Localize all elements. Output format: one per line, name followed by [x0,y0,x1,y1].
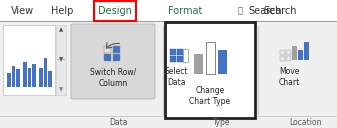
Bar [104,54,111,61]
Text: Search: Search [248,6,282,16]
Bar [39,67,42,87]
Bar [206,42,214,74]
Bar [177,56,183,62]
Text: ▼: ▼ [59,57,63,62]
Text: Search: Search [263,6,297,16]
Bar [304,42,308,60]
Text: Select
Data: Select Data [164,67,188,87]
Bar [177,49,183,55]
Bar [0,116,337,117]
Bar [279,56,284,61]
Bar [113,54,120,61]
Bar [32,64,35,87]
Bar [165,22,255,118]
Bar [279,50,284,55]
Text: Data: Data [109,118,127,127]
Bar [183,49,188,62]
Bar [285,56,290,61]
Bar [170,49,176,55]
Bar [11,66,15,87]
Bar [23,62,27,87]
Text: 🔍: 🔍 [238,7,243,15]
Text: Design: Design [98,6,132,16]
Text: Move
Chart: Move Chart [279,67,300,87]
Bar [56,25,66,95]
Bar [16,70,20,87]
Bar [48,71,52,87]
Bar [0,22,337,128]
Text: Type: Type [213,118,231,127]
Bar [7,73,10,87]
Bar [28,67,31,87]
Text: View: View [10,6,34,16]
Text: Help: Help [51,6,73,16]
Bar [104,46,111,53]
Bar [94,1,136,21]
Bar [285,50,290,55]
Bar [43,58,47,87]
Text: Format: Format [168,6,202,16]
Text: ▼: ▼ [59,88,63,93]
FancyBboxPatch shape [71,24,155,99]
Bar [170,56,176,62]
Text: Location: Location [289,118,321,127]
Text: Switch Row/
Column: Switch Row/ Column [90,68,136,88]
Bar [217,50,226,74]
Bar [292,46,297,60]
Bar [113,46,120,53]
Bar [57,59,65,60]
Bar [0,21,337,22]
Text: Change
Chart Type: Change Chart Type [189,86,231,106]
Bar [193,55,203,74]
Bar [298,50,303,60]
Text: ▲: ▲ [59,28,63,33]
Bar [3,25,55,95]
Bar [0,0,337,22]
